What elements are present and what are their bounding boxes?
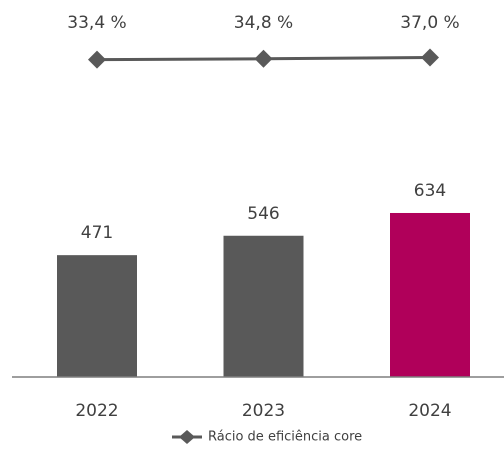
bar-value-label: 634 — [414, 181, 446, 201]
bar — [223, 235, 304, 377]
x-tick-label: 2023 — [242, 401, 285, 421]
line-marker — [254, 49, 273, 68]
line-value-label: 37,0 % — [400, 13, 459, 33]
x-tick-label: 2022 — [75, 401, 118, 421]
bar — [57, 255, 137, 377]
legend-marker — [179, 430, 195, 444]
x-tick-label: 2024 — [408, 401, 451, 421]
line-value-label: 34,8 % — [234, 13, 293, 33]
line-value-label: 33,4 % — [67, 13, 126, 33]
legend-label: Rácio de eficiência core — [208, 430, 362, 445]
line-marker — [421, 48, 439, 67]
bar-value-label: 471 — [81, 223, 113, 243]
line-marker — [88, 50, 106, 69]
bar — [390, 212, 470, 377]
bar-value-label: 546 — [247, 204, 279, 224]
